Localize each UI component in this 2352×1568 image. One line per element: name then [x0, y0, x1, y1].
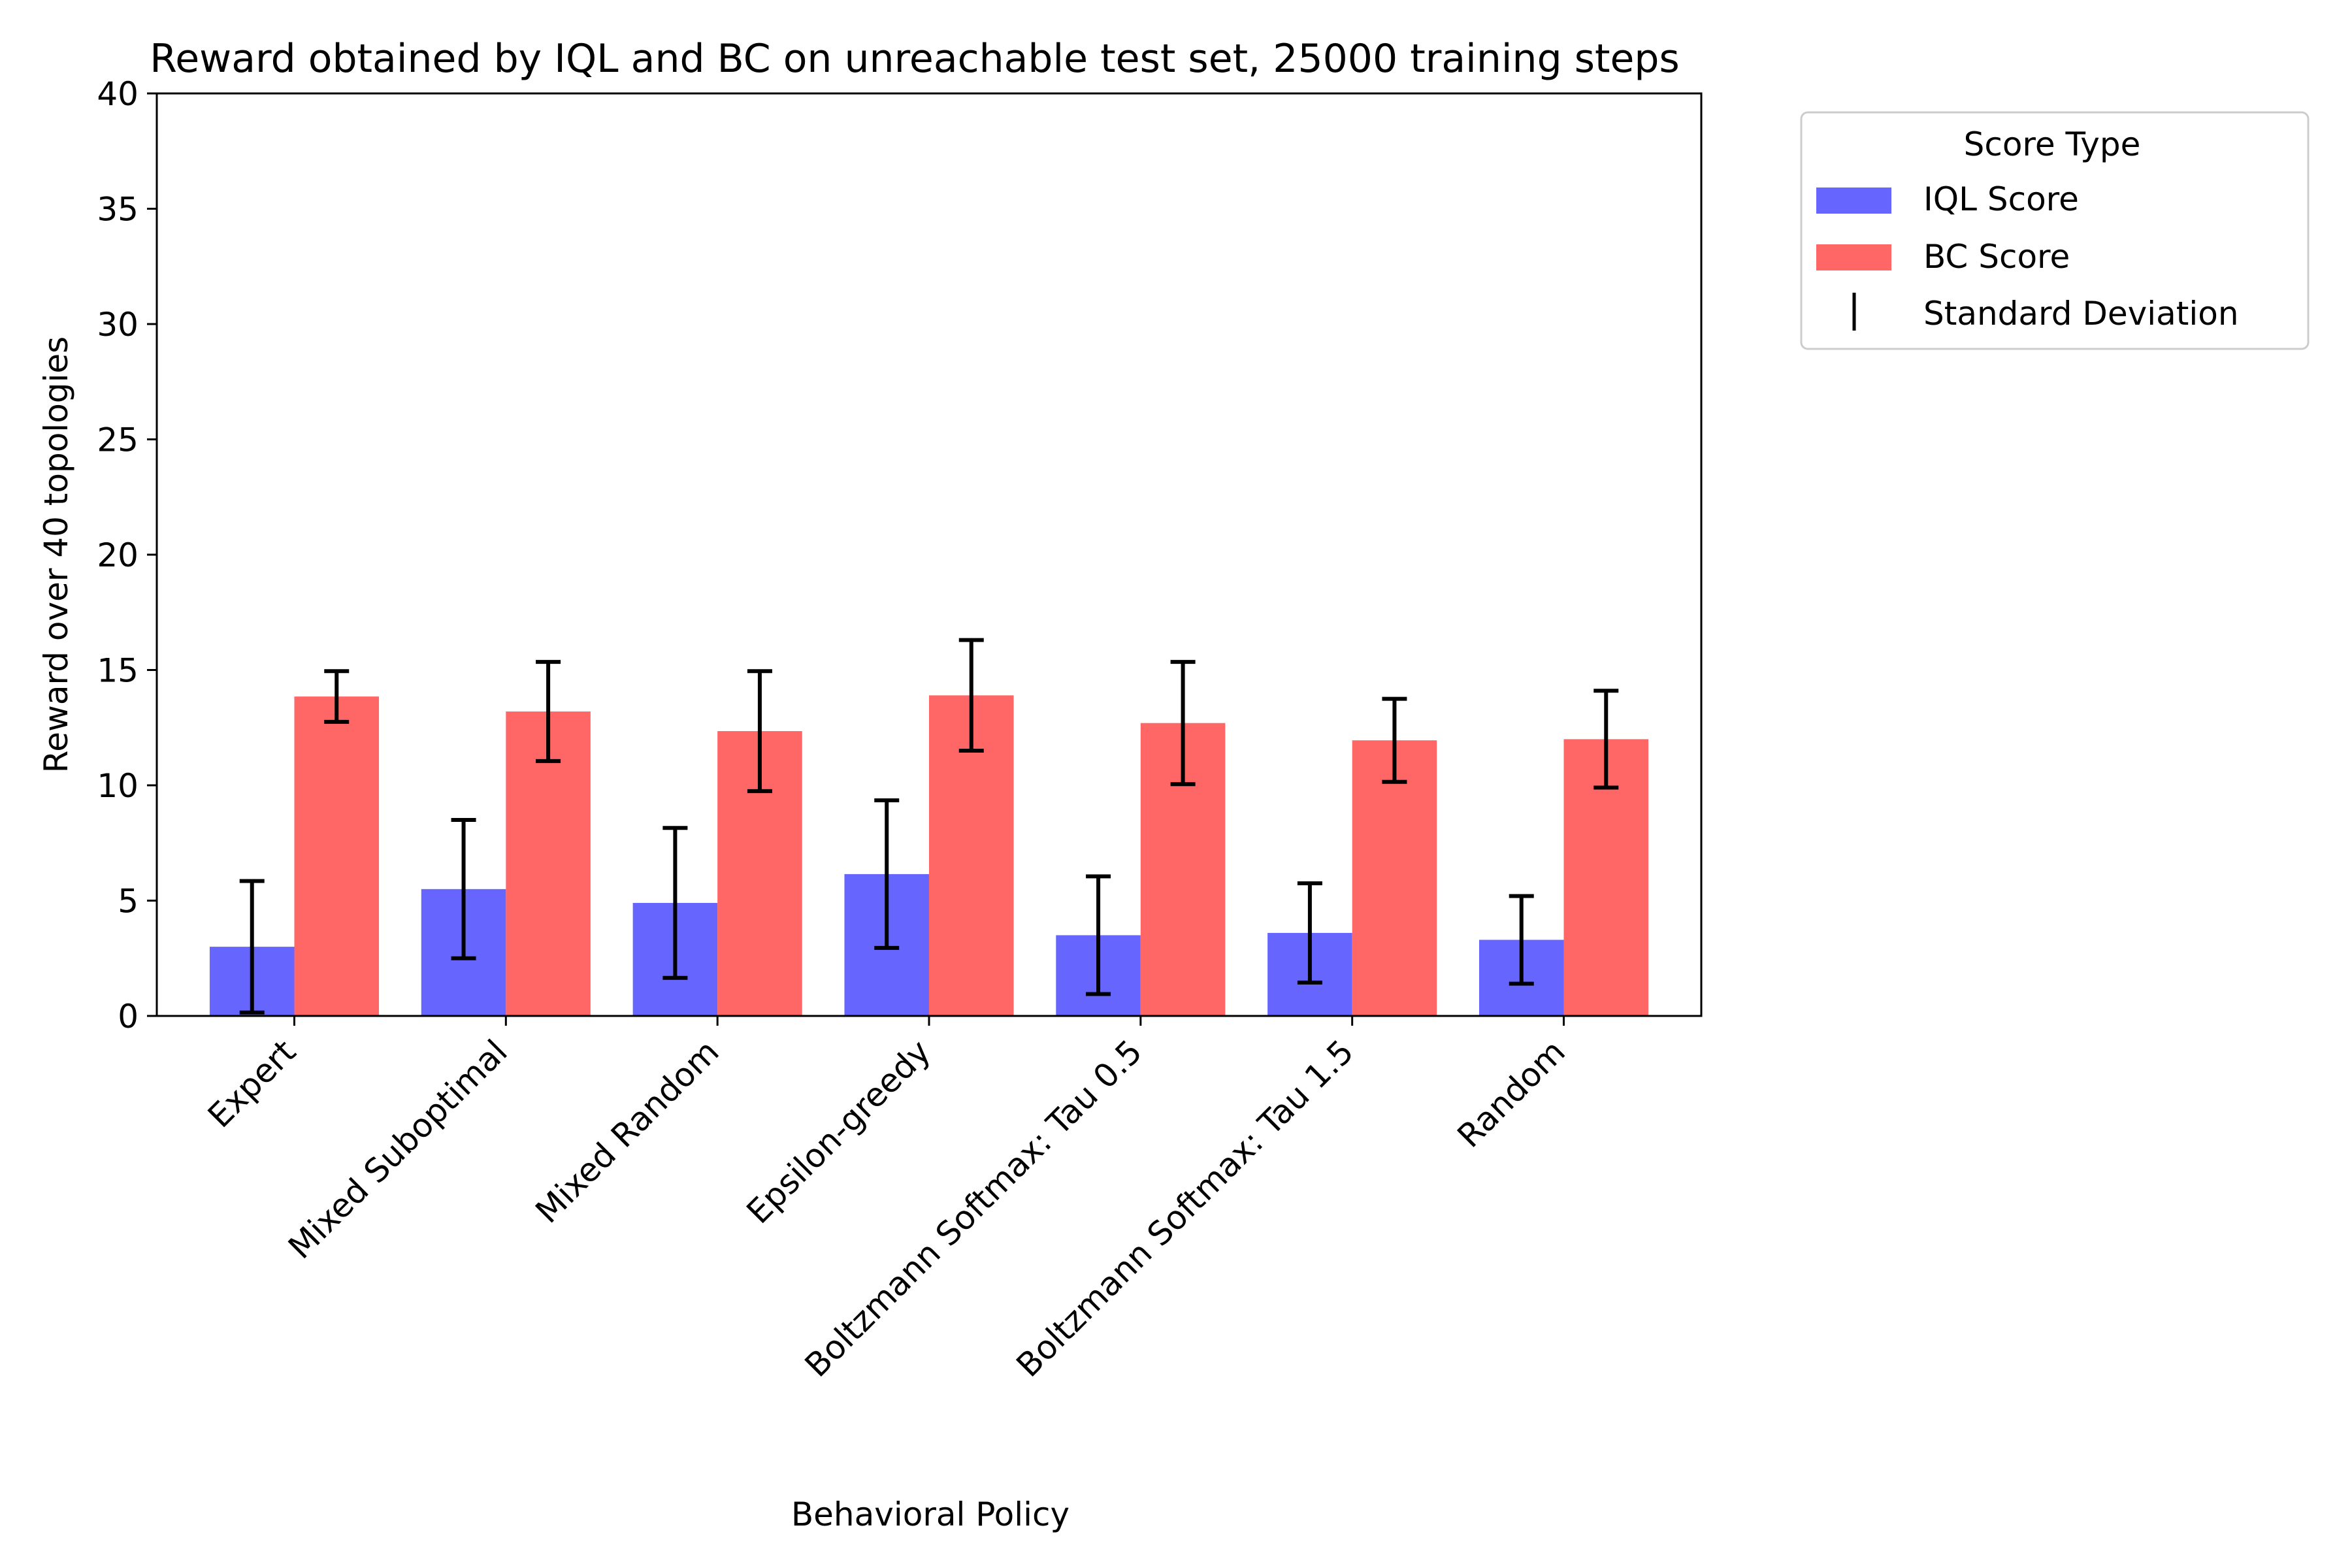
bar-bc-score-expert [294, 696, 380, 1016]
legend-label-bc: BC Score [1923, 238, 2070, 276]
legend-swatch-bc [1816, 244, 1891, 270]
y-axis-label: Reward over 40 topologies [37, 336, 75, 773]
y-tick-label: 35 [97, 191, 139, 229]
x-tick-label-boltzmann-softmax-tau-1-5: Boltzmann Softmax: Tau 1.5 [1009, 1032, 1362, 1384]
bar-bc-score-boltzmann-softmax-tau-1-5 [1352, 740, 1437, 1016]
legend-label-std: Standard Deviation [1923, 295, 2239, 333]
x-tick-label-random: Random [1450, 1032, 1573, 1154]
legend: Score Type IQL Score BC Score Standard D… [1800, 111, 2310, 350]
y-tick-label: 25 [97, 421, 139, 459]
legend-label-iql: IQL Score [1923, 180, 2079, 218]
x-tick-label-mixed-suboptimal: Mixed Suboptimal [281, 1032, 515, 1266]
error-bars-layer [239, 638, 1619, 1015]
y-tick-label: 5 [118, 883, 139, 921]
x-tick-label-mixed-random: Mixed Random [529, 1032, 727, 1230]
x-tick-label-boltzmann-softmax-tau-0-5: Boltzmann Softmax: Tau 0.5 [798, 1032, 1150, 1384]
y-axis: 0 5 10 15 20 25 30 35 40 [97, 75, 157, 1036]
y-tick-label: 15 [97, 652, 139, 690]
y-tick-label: 10 [97, 767, 139, 805]
x-tick-label-epsilon-greedy: Epsilon-greedy [740, 1032, 938, 1231]
chart-title: Reward obtained by IQL and BC on unreach… [150, 36, 1680, 82]
x-tick-label-expert: Expert [201, 1032, 303, 1135]
legend-title: Score Type [1964, 125, 2141, 163]
y-tick-label: 40 [97, 75, 139, 113]
legend-swatch-iql [1816, 188, 1891, 214]
legend-frame [1800, 111, 2310, 350]
x-axis-label: Behavioral Policy [791, 1495, 1070, 1533]
y-tick-label: 20 [97, 536, 139, 574]
y-tick-label: 0 [118, 998, 139, 1036]
y-tick-label: 30 [97, 306, 139, 344]
bars-layer [209, 695, 1649, 1016]
